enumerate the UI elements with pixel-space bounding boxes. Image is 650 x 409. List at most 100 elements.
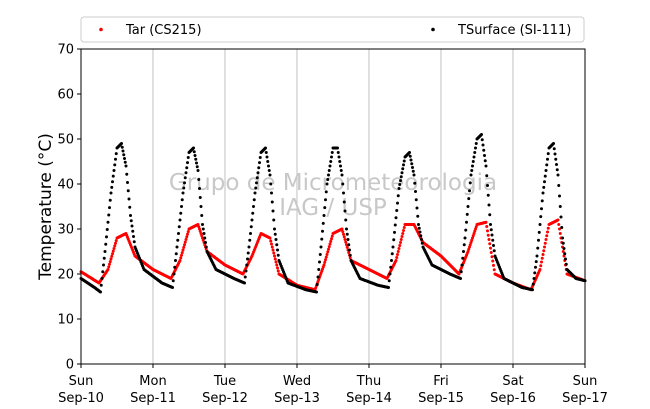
series-0-point [557,223,561,226]
series-1-point [474,142,478,145]
series-0-point [113,244,117,248]
series-0-point [276,266,279,270]
series-1-point [112,169,116,172]
series-1-point [486,193,490,197]
series-1-point [106,220,110,224]
series-0-point [343,238,347,241]
series-1-point [256,171,260,175]
series-0-point [184,238,188,241]
series-0-point [395,256,399,259]
series-1-point [249,225,253,229]
series-1-point [181,191,185,195]
x-tick-day-6: Sat [502,374,523,389]
series-0-point [542,249,546,253]
series-1-point [411,169,415,173]
series-1-point [473,151,477,154]
series-1-point [397,187,401,190]
series-1-point [418,230,422,234]
plot-frame [80,48,586,365]
series-0-point [275,263,279,267]
series-1-point [184,171,188,175]
series-1-point [120,142,123,145]
series-1-point [131,229,135,233]
series-1-point [124,164,128,168]
series-0-point [490,255,494,259]
series-0-point [270,242,273,246]
x-tick-day-0: Sun [69,374,94,389]
series-0-point [185,235,189,239]
series-1-point [387,286,390,289]
series-0-point [273,257,277,261]
series-1-point [538,223,542,226]
series-0-point [324,258,327,262]
series-0-point [347,251,351,255]
series-1-point [243,275,247,279]
watermark-line-1: Grupo de Micrometeorologia [169,170,497,196]
series-0-point [183,243,186,247]
legend-box [80,16,585,43]
series-0-point [543,245,546,249]
series-1-point [469,173,473,177]
series-1-point [344,218,348,222]
series-0-point [543,241,547,245]
series-0-point [489,246,492,250]
series-1-point [270,200,274,204]
series-1-point [552,147,556,151]
series-1-point [484,164,488,168]
series-0-point [545,234,549,238]
series-1-point [532,277,536,280]
series-1-point [203,236,207,240]
series-1-point [330,155,333,159]
series-0-point [558,232,562,235]
series-0-point [114,239,118,243]
series-1-point [192,150,196,154]
series-0-point [486,233,490,237]
series-1-point [179,211,183,215]
series-1-point [557,184,561,187]
series-1-point [271,209,275,213]
series-1-point [468,189,471,193]
series-1-point [246,257,249,261]
series-0-point [397,247,401,250]
series-1-point [459,277,462,280]
series-0-point [181,248,185,252]
series-1-point [273,227,276,231]
series-0-point [487,238,491,241]
series-0-point [394,259,398,262]
x-tick-date-5: Sep-15 [418,391,464,406]
series-1-point [398,183,402,187]
series-0-point [330,237,333,241]
series-1-point [107,213,111,217]
series-1-point [319,245,323,249]
series-1-point [185,166,189,170]
series-1-point [127,197,131,201]
series-1-point [109,191,113,195]
series-1-point [461,256,465,260]
series-1-point [192,146,195,150]
series-1-point [400,171,404,175]
series-1-point [474,146,477,150]
series-0-point [491,259,495,263]
series-1-point [338,160,342,163]
series-1-point [329,160,333,163]
series-0-point [323,260,327,264]
series-1-point [114,152,118,156]
series-1-point [272,218,276,222]
series-1-point [541,191,545,195]
series-1-point [321,221,325,225]
series-1-point [409,158,413,162]
series-1-point [121,149,125,153]
series-1-point [194,157,198,161]
y-tick-label-6: 60 [57,88,74,103]
legend: Tar (CS215) TSurface (SI-111) [80,16,585,43]
series-1-point [123,160,127,164]
series-1-point [336,146,339,150]
series-1-point [392,238,396,242]
series-1-point [257,166,261,170]
series-1-point [330,151,334,154]
series-1-point [104,242,108,246]
series-1-point [389,265,393,269]
series-0-point [492,268,496,272]
series-1-point [326,178,330,181]
series-0-point [484,220,488,224]
